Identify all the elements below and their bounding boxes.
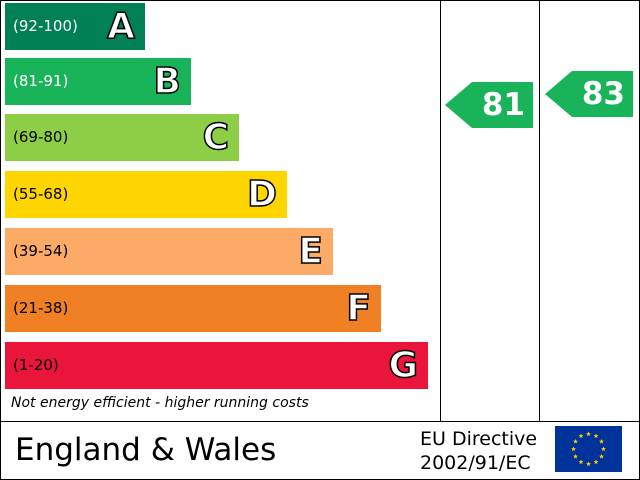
band-letter: G [388, 344, 419, 387]
band-range-label: (92-100) [13, 17, 78, 35]
band-letter: D [246, 173, 277, 216]
region-title: England & Wales [15, 432, 277, 468]
current-arrow-shape [445, 82, 533, 128]
eu-star-icon [573, 438, 578, 444]
rating-band-f: (21-38) F [5, 285, 381, 332]
efficiency-note: Not energy efficient - higher running co… [11, 395, 309, 411]
eu-star-icon [573, 453, 578, 459]
footer-divider [0, 421, 640, 422]
band-range-label: (55-68) [13, 185, 69, 203]
band-letter: F [346, 287, 372, 330]
column-divider-current [440, 0, 441, 421]
eu-star-icon [601, 446, 606, 452]
band-range-label: (69-80) [13, 128, 69, 146]
band-range-label: (1-20) [13, 356, 59, 374]
directive-line2: 2002/91/EC [420, 452, 531, 474]
eu-directive: EU Directive 2002/91/EC [420, 427, 537, 475]
eu-star-icon [599, 453, 604, 459]
rating-band-e: (39-54) E [5, 228, 333, 275]
eu-star-icon [593, 433, 599, 439]
potential-rating-value: 83 [581, 76, 625, 112]
rating-band-g: (1-20) G [5, 342, 428, 389]
potential-arrow-shape [545, 71, 633, 117]
band-letter: C [202, 116, 230, 159]
rating-band-d: (55-68) D [5, 171, 287, 218]
eu-star-icon [578, 433, 584, 439]
band-letter: B [153, 60, 182, 103]
eu-star-icon [599, 438, 604, 444]
eu-star-icon [593, 459, 599, 465]
potential-rating-arrow: 83 [545, 71, 633, 117]
eu-flag-icon [555, 426, 622, 472]
rating-band-c: (69-80) C [5, 114, 239, 161]
band-range-label: (81-91) [13, 72, 69, 90]
directive-line1: EU Directive [420, 428, 538, 450]
current-rating-arrow: 81 [445, 82, 533, 128]
current-rating-value: 81 [481, 87, 525, 123]
band-letter: A [106, 5, 135, 48]
eu-star-icon [571, 446, 576, 452]
band-range-label: (39-54) [13, 242, 69, 260]
eu-star-icon [578, 459, 584, 465]
band-range-label: (21-38) [13, 299, 69, 317]
band-letter: E [298, 230, 324, 273]
rating-band-b: (81-91) B [5, 58, 191, 105]
rating-band-a: (92-100) A [5, 3, 145, 50]
eu-star-icon [586, 461, 591, 467]
eu-star-icon [586, 431, 591, 437]
column-divider-potential [539, 0, 540, 421]
